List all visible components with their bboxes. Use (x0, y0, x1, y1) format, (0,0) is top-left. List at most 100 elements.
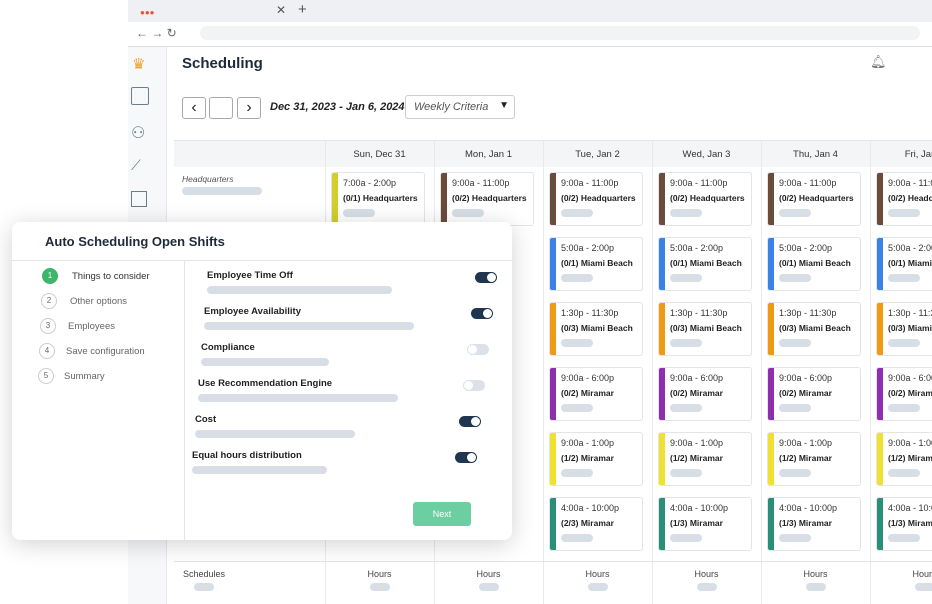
nav-icon[interactable] (131, 191, 147, 207)
step-label[interactable]: Employees (68, 321, 115, 332)
shift-color (550, 303, 556, 355)
footer-label: Hours (803, 569, 828, 579)
notifications[interactable]: 🔔︎ (870, 54, 887, 69)
shift-card[interactable]: 4:00a - 10:00p (1/3) Miramar (658, 497, 752, 551)
shift-time: 4:00a - 10:00p (670, 503, 729, 513)
shift-time: 9:00a - 11:00p (888, 178, 932, 188)
shift-card[interactable]: 9:00a - 6:00p (0/2) Miramar (658, 367, 752, 421)
toggle-knob (487, 273, 496, 282)
new-tab[interactable]: + (298, 1, 307, 18)
close-tab[interactable]: ✕ (276, 3, 287, 17)
nav-icon[interactable]: ⚇ (131, 125, 146, 142)
divider (184, 260, 185, 540)
shift-card[interactable]: 4:00a - 10:00p (2/3) Miramar (549, 497, 643, 551)
placeholder (779, 469, 811, 477)
shift-card[interactable]: 9:00a - 1:00p (1/2) Miramar (658, 432, 752, 486)
shift-label: (0/1) Headquarters (343, 193, 418, 203)
footer-label: Hours (476, 569, 501, 579)
shift-label: (0/1) Miami Beach (888, 258, 932, 268)
shift-card[interactable]: 5:00a - 2:00p (0/1) Miami Beach (658, 237, 752, 291)
shift-time: 4:00a - 10:00p (888, 503, 932, 513)
shift-label: (1/3) Miramar (779, 518, 832, 528)
shift-card[interactable]: 9:00a - 6:00p (0/2) Miramar (549, 367, 643, 421)
shift-time: 9:00a - 1:00p (561, 438, 615, 448)
footer-row (174, 561, 932, 562)
logo: ♛ (132, 56, 146, 73)
view-select-text: Weekly Criteria (414, 101, 489, 113)
shift-card[interactable]: 7:00a - 2:00p (0/1) Headquarters (331, 172, 425, 226)
shift-label: (2/3) Miramar (561, 518, 614, 528)
shift-color (768, 498, 774, 550)
shift-card[interactable]: 9:00a - 11:00p (0/2) Headquarters (658, 172, 752, 226)
step-label[interactable]: Things to consider (72, 271, 150, 282)
step-label[interactable]: Summary (64, 371, 105, 382)
toggle[interactable] (471, 308, 493, 319)
option-label: Cost (195, 414, 217, 425)
shift-card[interactable]: 5:00a - 2:00p (0/1) Miami Beach (876, 237, 932, 291)
shift-card[interactable]: 9:00a - 11:00p (0/2) Headquarters (767, 172, 861, 226)
toggle[interactable] (475, 272, 497, 283)
placeholder (195, 430, 355, 438)
step-label[interactable]: Other options (70, 296, 128, 307)
shift-color (550, 498, 556, 550)
shift-label: (1/2) Miramar (779, 453, 832, 463)
shift-card[interactable]: 1:30p - 11:30p (0/3) Miami Beach (658, 302, 752, 356)
shift-time: 9:00a - 11:00p (779, 178, 837, 188)
shift-card[interactable]: 5:00a - 2:00p (0/1) Miami Beach (767, 237, 861, 291)
column-header: Thu, Jan 4 (793, 149, 838, 160)
nav-icon[interactable] (131, 87, 149, 105)
shift-color (877, 433, 883, 485)
column-divider (870, 141, 871, 604)
footer-label: Hours (694, 569, 719, 579)
shift-label: (0/2) Miramar (670, 388, 723, 398)
column-header-row (174, 141, 932, 167)
calendar-button[interactable] (209, 97, 233, 119)
shift-color (768, 173, 774, 225)
shift-label: (0/1) Miami Beach (561, 258, 633, 268)
shift-color (768, 368, 774, 420)
nav-buttons[interactable]: ← → ↻ (136, 26, 177, 40)
shift-card[interactable]: 9:00a - 1:00p (1/2) Miramar (549, 432, 643, 486)
placeholder (561, 339, 593, 347)
shift-label: (0/3) Miami Beach (888, 323, 932, 333)
placeholder (343, 209, 375, 217)
shift-card[interactable]: 9:00a - 1:00p (1/2) Miramar (767, 432, 861, 486)
shift-card[interactable]: 5:00a - 2:00p (0/1) Miami Beach (549, 237, 643, 291)
toggle[interactable] (455, 452, 477, 463)
prev-week[interactable]: ‹ (182, 97, 206, 119)
nav-icon[interactable]: ⟋ (131, 157, 141, 173)
placeholder (670, 404, 702, 412)
shift-color (659, 368, 665, 420)
shift-card[interactable]: 9:00a - 1:00p (1/2) Miramar (876, 432, 932, 486)
view-select[interactable]: Weekly Criteria ▼ (405, 95, 515, 119)
toggle-knob (471, 417, 480, 426)
option-label: Equal hours distribution (192, 450, 302, 461)
placeholder (779, 209, 811, 217)
shift-card[interactable]: 1:30p - 11:30p (0/3) Miami Beach (549, 302, 643, 356)
schedule-grid: Sun, Dec 31 Mon, Jan 1 Tue, Jan 2 Wed, Jan … (174, 140, 932, 604)
shift-card[interactable]: 9:00a - 11:00p (0/2) Headquarters (549, 172, 643, 226)
shift-label: (0/3) Miami Beach (670, 323, 742, 333)
placeholder (198, 394, 398, 402)
shift-card[interactable]: 4:00a - 10:00p (1/3) Miramar (767, 497, 861, 551)
shift-card[interactable]: 4:00a - 10:00p (1/3) Miramar (876, 497, 932, 551)
shift-card[interactable]: 9:00a - 6:00p (0/2) Miramar (767, 367, 861, 421)
step-label[interactable]: Save configuration (66, 346, 145, 357)
shift-label: (0/2) Headquarters (452, 193, 527, 203)
url-field[interactable] (200, 26, 920, 40)
shift-card[interactable]: 9:00a - 11:00p (0/2) Headquarters (440, 172, 534, 226)
toggle[interactable] (459, 416, 481, 427)
toggle[interactable] (467, 344, 489, 355)
toggle[interactable] (463, 380, 485, 391)
shift-label: (0/2) Miramar (779, 388, 832, 398)
shift-card[interactable]: 1:30p - 11:30p (0/3) Miami Beach (767, 302, 861, 356)
next-week[interactable]: › (237, 97, 261, 119)
placeholder (888, 534, 920, 542)
shift-card[interactable]: 9:00a - 11:00p (0/2) Headquarters (876, 172, 932, 226)
shift-card[interactable]: 1:30p - 11:30p (0/3) Miami Beach (876, 302, 932, 356)
shift-color (877, 498, 883, 550)
next-button[interactable]: Next (413, 502, 471, 526)
shift-label: (0/2) Miramar (561, 388, 614, 398)
shift-card[interactable]: 9:00a - 6:00p (0/2) Miramar (876, 367, 932, 421)
